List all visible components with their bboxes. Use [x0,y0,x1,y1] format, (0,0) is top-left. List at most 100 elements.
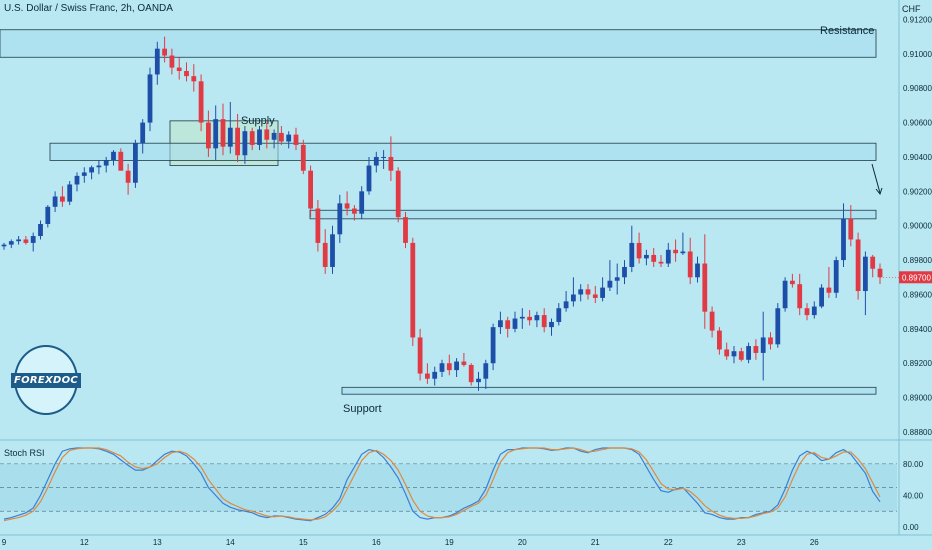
price-tick: 0.89200 [903,359,932,368]
price-tick: 0.89000 [903,394,932,403]
candle [337,194,343,243]
candle [833,256,839,298]
candle [534,311,540,328]
candle [96,160,102,175]
candle [352,205,357,221]
candle [738,347,744,362]
price-tick: 0.89600 [903,290,932,299]
candle [665,242,671,267]
candle [578,284,584,302]
candle [125,163,131,195]
candle [695,256,700,283]
candle [81,167,87,183]
candle [206,110,211,157]
candle [89,165,94,180]
candle [169,48,175,75]
candle [549,318,554,336]
candle [571,277,576,307]
zones [0,29,877,395]
price-tick: 0.90000 [903,222,932,231]
rsi-tick: 80.00 [903,460,924,469]
candle [819,284,824,309]
candle [403,211,408,249]
candle [249,127,255,151]
candle [629,225,635,273]
candle [162,36,167,63]
time-tick: 19 [445,538,454,547]
arrow-icon [871,163,883,196]
candle [811,301,817,319]
candle [308,165,313,218]
last-price-value: 0.89700 [902,273,931,282]
candle [410,237,416,347]
time-axis: 9 12 13 14 15 16 19 20 21 22 23 26 [0,534,932,547]
candle [118,148,124,171]
candle [235,113,240,163]
candle [490,323,496,371]
price-tick: 0.90200 [903,187,932,196]
candle [67,181,73,206]
candle [271,129,277,149]
time-tick: 20 [518,538,527,547]
candle [1,242,7,250]
grid [0,0,932,535]
candle [614,263,620,295]
candle [60,186,65,207]
resistance-label: Resistance [820,25,874,37]
time-tick: 23 [737,538,746,547]
candle [359,186,365,219]
candle [242,126,248,164]
candle [563,291,569,312]
candle [585,284,591,300]
candle [133,139,138,188]
candle [257,126,262,151]
price-tick: 0.89800 [903,256,932,265]
candle [154,41,160,85]
candle [651,248,657,267]
candle [315,199,321,252]
candle [622,260,627,285]
candle [797,273,803,316]
candle [111,150,116,166]
candle [446,354,452,376]
candle [344,191,350,216]
candle [147,67,153,132]
candle [286,131,292,149]
price-tick: 0.89400 [903,325,932,334]
candle [855,232,861,300]
candle [220,103,226,156]
candle [702,234,708,329]
candle [804,303,810,321]
candle [673,239,678,262]
candle [227,101,233,154]
candle [439,359,445,377]
candle [45,205,51,228]
candle [176,57,182,80]
time-tick: 13 [153,538,162,547]
stoch-rsi-pane: 80.00 40.00 0.00 [0,447,924,532]
symbol-title[interactable]: U.S. Dollar / Swiss Franc, 2h, OANDA [4,3,173,14]
candles [1,36,883,391]
candle [556,303,562,326]
candle [8,239,14,249]
candle [279,126,284,145]
candle [600,277,605,302]
candle [454,358,459,377]
candle [746,342,751,364]
supply-label: Supply [241,115,275,127]
candle [687,237,693,285]
candle [826,266,832,298]
candle [191,64,197,92]
candle [841,203,846,267]
candle [592,285,598,304]
rsi-series-d [3,447,881,522]
time-tick: 22 [664,538,673,547]
candle [512,311,518,333]
time-tick: 15 [299,538,308,547]
time-tick: 26 [810,538,819,547]
candle [505,316,511,338]
rsi-title: Stoch RSI [4,448,45,458]
candle [140,119,146,154]
candle [863,251,868,316]
